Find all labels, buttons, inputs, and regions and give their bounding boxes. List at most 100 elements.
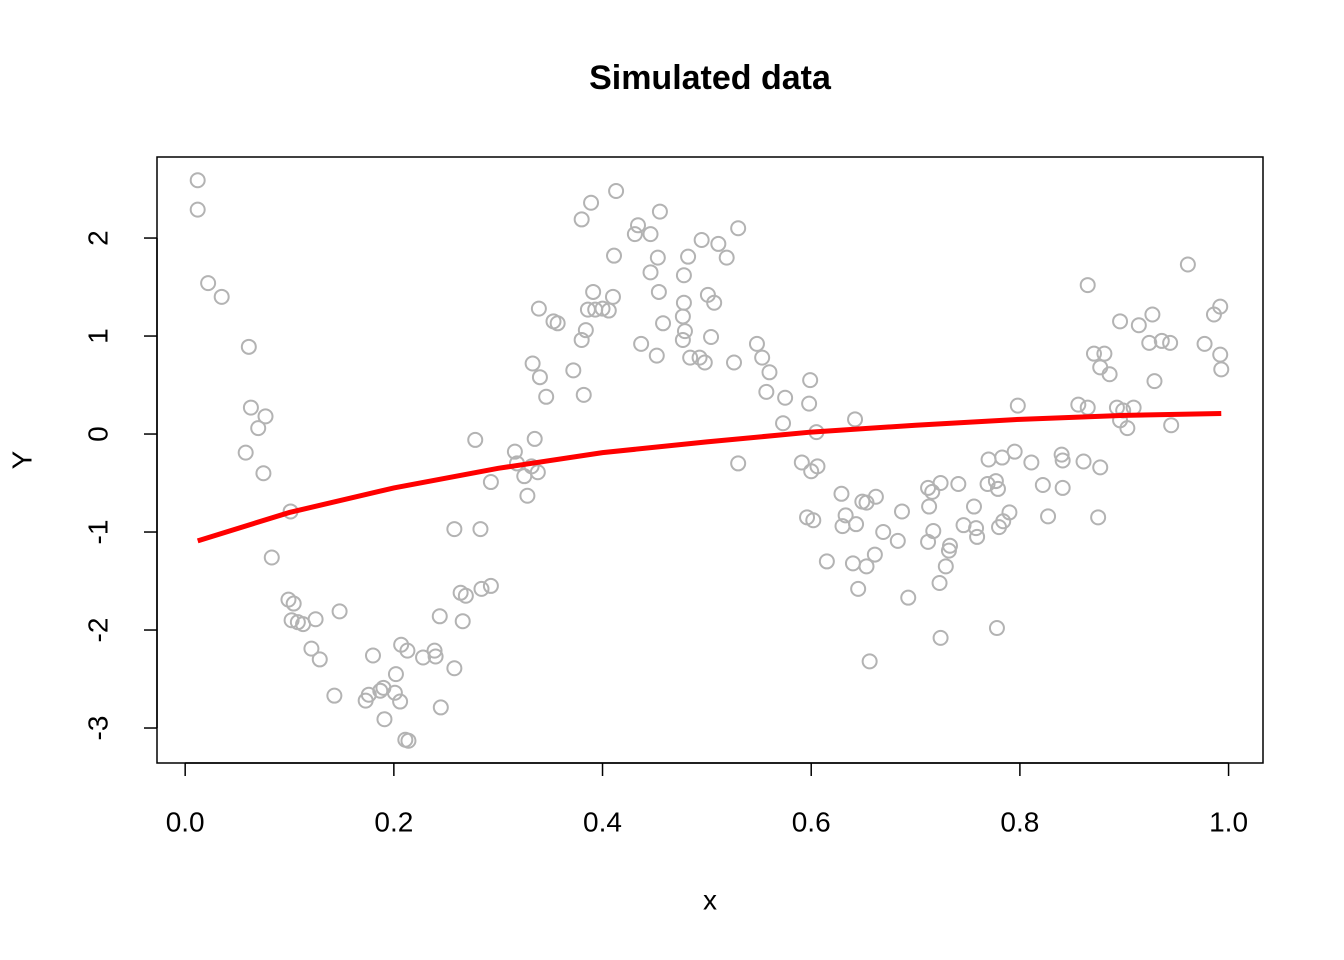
scatter-point (1070, 396, 1087, 413)
scatter-point (387, 666, 404, 683)
scatter-point (472, 521, 489, 538)
scatter-point (283, 612, 300, 629)
scatter-point (516, 468, 533, 485)
scatter-point (255, 465, 272, 482)
scatter-point (777, 389, 794, 406)
scatter-point (376, 711, 393, 728)
scatter-point (940, 542, 957, 559)
scatter-point (585, 283, 602, 300)
scatter-point (651, 203, 668, 220)
x-tick-label: 0.2 (374, 806, 413, 837)
scatter-point (1196, 335, 1213, 352)
scatter-point (682, 349, 699, 366)
scatter-point (805, 512, 822, 529)
y-tick-label: -3 (82, 716, 113, 741)
scatter-point (844, 555, 861, 572)
scatter-point (950, 476, 967, 493)
scatter-point (1053, 446, 1070, 463)
scatter-point (754, 349, 771, 366)
x-tick-label: 0.0 (166, 806, 205, 837)
scatter-point (718, 249, 735, 266)
x-axis-label: x (703, 884, 717, 915)
scatter-point (427, 648, 444, 665)
scatter-point (213, 288, 230, 305)
scatter-point (937, 558, 954, 575)
scatter-point (674, 308, 691, 325)
scatter-point (242, 399, 259, 416)
y-tick-label: 0 (82, 426, 113, 442)
scatter-point (858, 558, 875, 575)
scatter-point (924, 483, 941, 500)
scatter-point (931, 574, 948, 591)
scatter-point (655, 315, 672, 332)
scatter-point (932, 629, 949, 646)
scatter-point (1163, 417, 1180, 434)
scatter-point (893, 503, 910, 520)
scatter-point (250, 420, 267, 437)
scatter-point (240, 338, 257, 355)
x-tick-label: 0.8 (1000, 806, 1039, 837)
scatter-point (649, 249, 666, 266)
scatter-point (809, 458, 826, 475)
scatter-point (303, 640, 320, 657)
scatter-point (577, 322, 594, 339)
scatter-point (285, 595, 302, 612)
scatter-point (257, 408, 274, 425)
scatter-point (802, 372, 819, 389)
x-tick-label: 1.0 (1209, 806, 1248, 837)
scatter-point (399, 642, 416, 659)
scatter-point (549, 315, 566, 332)
scatter-point (573, 211, 590, 228)
scatter-point (1079, 277, 1096, 294)
scatter-point (1144, 306, 1161, 323)
scatter-point (604, 288, 621, 305)
scatter-point (837, 507, 854, 524)
scatter-point (801, 395, 818, 412)
y-tick-label: -2 (82, 618, 113, 643)
scatter-point (1034, 476, 1051, 493)
scatter-point (189, 172, 206, 189)
scatter-point (573, 331, 590, 348)
scatter-point (454, 613, 471, 630)
scatter-point (932, 475, 949, 492)
scatter-point (530, 300, 547, 317)
chart-title: Simulated data (589, 59, 832, 97)
scatter-point (307, 611, 324, 628)
scatter-point (200, 275, 217, 292)
scatter-point (674, 331, 691, 348)
scatter-point (710, 235, 727, 252)
scatter-point (364, 647, 381, 664)
scatter-point (987, 473, 1004, 490)
scatter-point (526, 430, 543, 447)
scatter-point (608, 183, 625, 200)
scatter-point (1213, 361, 1230, 378)
scatter-point (360, 686, 377, 703)
x-tick-label: 0.6 (792, 806, 831, 837)
scatter-point (696, 354, 713, 371)
scatter-point (1090, 509, 1107, 526)
scatter-point (392, 693, 409, 710)
scatter-point (642, 226, 659, 243)
scatter-point (1023, 454, 1040, 471)
scatter-point (237, 444, 254, 461)
scatter-point (386, 684, 403, 701)
scatter-point (1212, 346, 1229, 363)
scatter-point (331, 603, 348, 620)
scatter-point (867, 488, 884, 505)
scatter-point (583, 194, 600, 211)
scatter-point (1079, 399, 1096, 416)
scatter-point (1179, 256, 1196, 273)
scatter-point (650, 283, 667, 300)
y-tick-label: -1 (82, 520, 113, 545)
scatter-point (467, 431, 484, 448)
scatter-point (1075, 453, 1092, 470)
scatter-point (861, 653, 878, 670)
scatter-point (920, 533, 937, 550)
scatter-point (519, 487, 536, 504)
scatter-point (793, 454, 810, 471)
scatter-point (446, 660, 463, 677)
scatter-point (400, 732, 417, 749)
scatter-point (189, 201, 206, 218)
scatter-point (1141, 334, 1158, 351)
scatter-point (675, 267, 692, 284)
